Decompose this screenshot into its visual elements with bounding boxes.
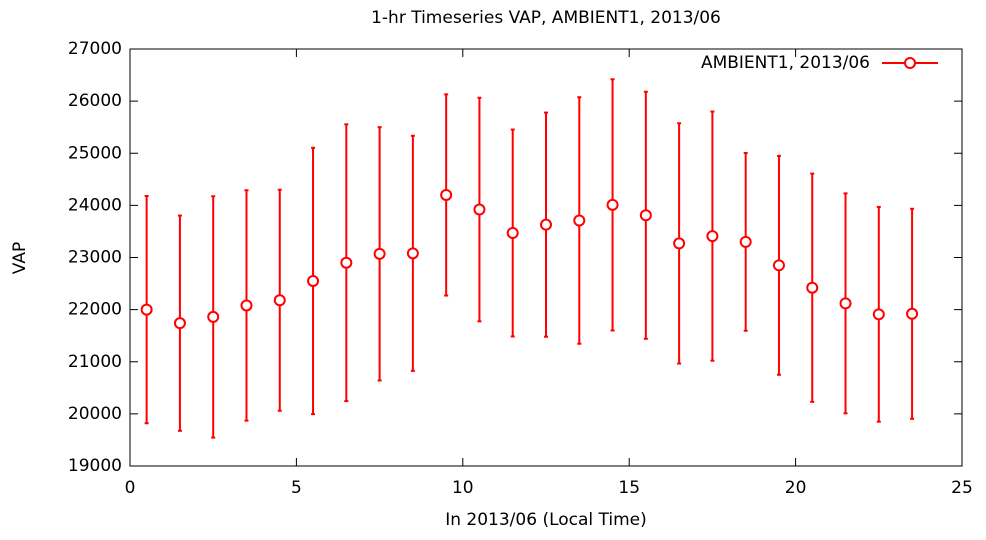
- point: [739, 235, 752, 248]
- y-tick-label: 23000: [68, 248, 122, 268]
- point: [340, 256, 353, 269]
- legend-marker: [904, 57, 916, 69]
- y-tick-label: 27000: [68, 39, 122, 59]
- point: [140, 303, 153, 316]
- point: [839, 297, 852, 310]
- point: [473, 203, 486, 216]
- y-tick-label: 21000: [68, 352, 122, 372]
- legend-label: AMBIENT1, 2013/06: [701, 53, 870, 73]
- point: [706, 230, 719, 243]
- y-tick-label: 20000: [68, 404, 122, 424]
- x-tick-label: 10: [452, 478, 474, 498]
- point: [273, 294, 286, 307]
- x-tick-label: 5: [291, 478, 302, 498]
- point: [872, 308, 885, 321]
- point: [506, 227, 519, 240]
- y-tick-label: 24000: [68, 195, 122, 215]
- point: [373, 247, 386, 260]
- x-tick-label: 20: [785, 478, 807, 498]
- point: [673, 237, 686, 250]
- point: [573, 214, 586, 227]
- y-tick-label: 22000: [68, 300, 122, 320]
- point: [173, 317, 186, 330]
- x-axis-label: In 2013/06 (Local Time): [445, 510, 647, 530]
- point: [440, 188, 453, 201]
- x-tick-label: 0: [125, 478, 136, 498]
- point: [406, 247, 419, 260]
- point: [540, 218, 552, 231]
- point: [307, 274, 320, 287]
- x-tick-label: 15: [618, 478, 640, 498]
- point: [240, 299, 253, 312]
- point: [639, 209, 652, 222]
- point: [806, 281, 819, 294]
- point: [207, 310, 220, 323]
- point: [606, 198, 619, 211]
- y-tick-label: 26000: [68, 91, 122, 111]
- x-tick-label: 25: [951, 478, 973, 498]
- point: [906, 307, 919, 320]
- y-axis-label: VAP: [10, 242, 30, 274]
- y-tick-label: 19000: [68, 456, 122, 476]
- point: [772, 259, 785, 272]
- y-tick-label: 25000: [68, 143, 122, 163]
- chart-title: 1-hr Timeseries VAP, AMBIENT1, 2013/06: [371, 8, 721, 28]
